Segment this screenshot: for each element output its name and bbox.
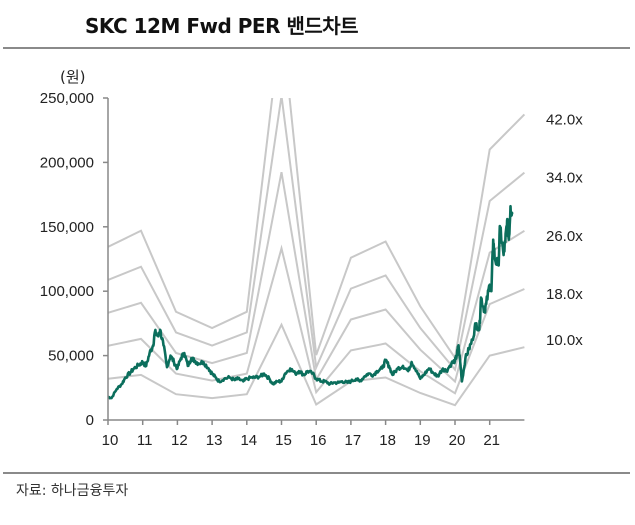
chart-title: SKC 12M Fwd PER 밴드차트 bbox=[85, 14, 359, 38]
price-line bbox=[107, 204, 514, 400]
y-axis-unit: (원) bbox=[60, 68, 86, 86]
x-tick-label: 21 bbox=[483, 432, 500, 449]
y-tick-label: 50,000 bbox=[48, 348, 94, 365]
band-line-18.0x bbox=[108, 244, 525, 395]
x-tick-label: 10 bbox=[102, 432, 119, 449]
source-note: 자료: 하나금융투자 bbox=[16, 483, 129, 499]
band-line-10.0x bbox=[108, 322, 525, 407]
x-tick-label: 11 bbox=[137, 432, 153, 449]
bottom-divider bbox=[3, 472, 630, 474]
band-line-34.0x bbox=[108, 98, 526, 372]
y-tick-label: 200,000 bbox=[40, 154, 94, 171]
x-tick-label: 16 bbox=[310, 432, 327, 449]
x-tick-label: 15 bbox=[275, 432, 292, 449]
y-tick-label: 150,000 bbox=[40, 219, 94, 236]
band-label: 42.0x bbox=[546, 111, 583, 128]
top-divider bbox=[3, 47, 630, 49]
band-label: 34.0x bbox=[546, 170, 583, 187]
band-label: 18.0x bbox=[546, 286, 583, 303]
band-line-42.0x bbox=[108, 98, 526, 361]
x-tick-label: 13 bbox=[206, 432, 223, 449]
x-tick-label: 17 bbox=[345, 432, 362, 449]
x-tick-label: 14 bbox=[240, 432, 257, 449]
y-tick-label: 250,000 bbox=[40, 90, 94, 107]
band-label: 10.0x bbox=[546, 332, 583, 349]
y-tick-label: 0 bbox=[86, 412, 94, 429]
y-tick-label: 100,000 bbox=[40, 283, 94, 300]
x-tick-label: 12 bbox=[171, 432, 188, 449]
x-tick-label: 20 bbox=[449, 432, 466, 449]
x-tick-label: 19 bbox=[414, 432, 431, 449]
band-label: 26.0x bbox=[546, 228, 583, 245]
x-tick-label: 18 bbox=[379, 432, 396, 449]
